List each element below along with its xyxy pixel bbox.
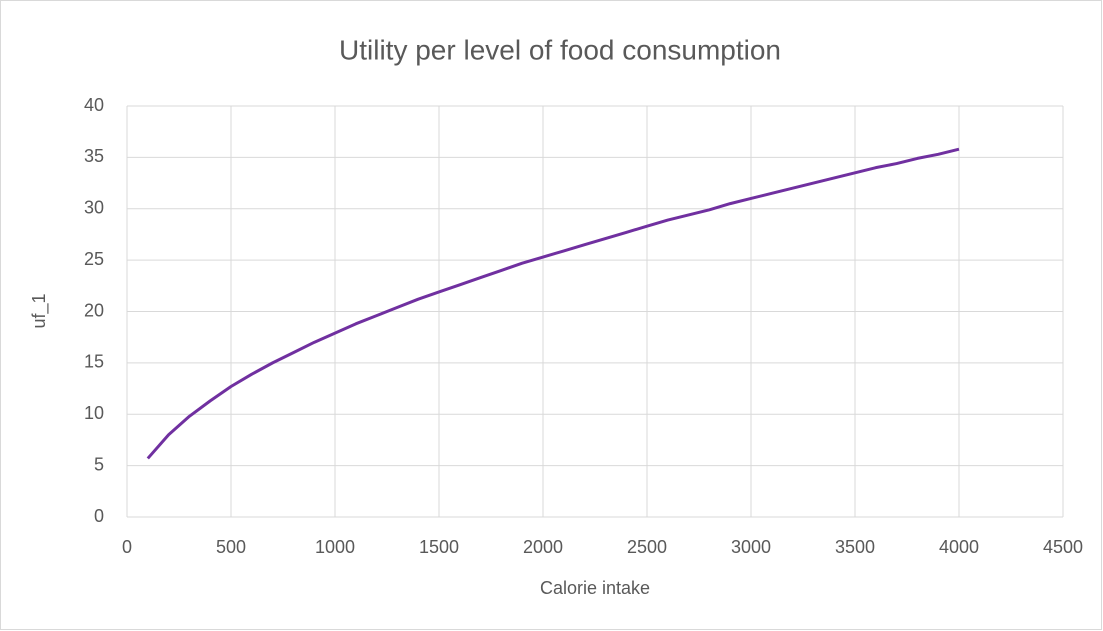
x-tick-label: 3000 bbox=[731, 537, 771, 557]
x-tick-label: 0 bbox=[122, 537, 132, 557]
chart-title: Utility per level of food consumption bbox=[339, 34, 781, 65]
y-tick-label: 20 bbox=[84, 300, 104, 320]
x-tick-label: 2000 bbox=[523, 537, 563, 557]
x-axis-label: Calorie intake bbox=[540, 578, 650, 598]
y-tick-label: 30 bbox=[84, 198, 104, 218]
y-tick-label: 15 bbox=[84, 352, 104, 372]
y-tick-label: 0 bbox=[94, 506, 104, 526]
x-tick-label: 1500 bbox=[419, 537, 459, 557]
x-tick-label: 4000 bbox=[939, 537, 979, 557]
x-tick-label: 3500 bbox=[835, 537, 875, 557]
x-tick-label: 500 bbox=[216, 537, 246, 557]
x-tick-label: 1000 bbox=[315, 537, 355, 557]
y-tick-label: 10 bbox=[84, 403, 104, 423]
y-tick-label: 25 bbox=[84, 249, 104, 269]
x-tick-label: 2500 bbox=[627, 537, 667, 557]
x-tick-label: 4500 bbox=[1043, 537, 1083, 557]
y-tick-label: 35 bbox=[84, 146, 104, 166]
data-line bbox=[146, 147, 960, 460]
y-tick-label: 40 bbox=[84, 95, 104, 115]
y-axis-label: uf_1 bbox=[29, 293, 50, 328]
y-tick-label: 5 bbox=[94, 454, 104, 474]
